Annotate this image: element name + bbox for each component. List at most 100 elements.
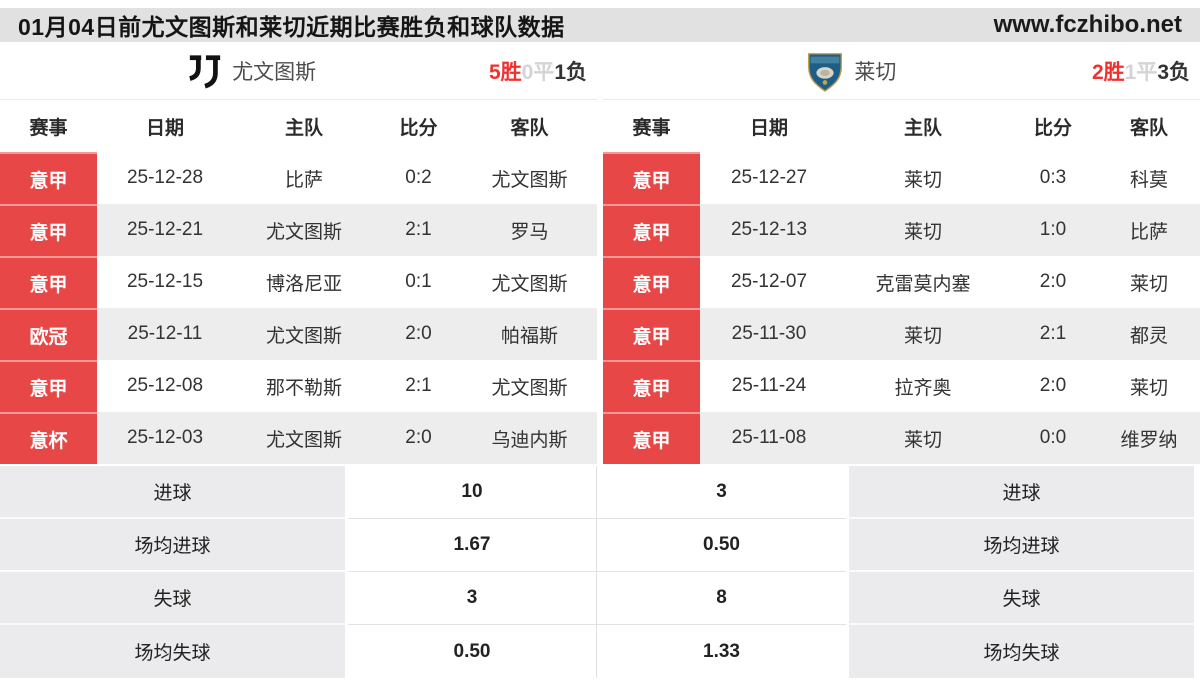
away-team: 莱切 (1129, 273, 1168, 295)
home-team: 莱切 (903, 325, 942, 347)
stat-value-right: 3 (597, 466, 846, 519)
away-team: 尤文图斯 (491, 273, 568, 295)
divider (846, 625, 849, 678)
col-header-score: 比分 (1008, 100, 1098, 152)
divider (345, 519, 348, 572)
home-team: 莱切 (903, 169, 942, 191)
match-score: 2:1 (1039, 323, 1067, 344)
match-score: 2:0 (405, 427, 432, 448)
competition-badge: 意甲 (603, 204, 700, 256)
stat-label-left: 进球 (0, 466, 345, 519)
competition-badge: 意甲 (0, 152, 97, 204)
team-name: 莱切 (854, 60, 897, 84)
away-team: 帕福斯 (500, 325, 558, 347)
stat-value-right: 0.50 (597, 519, 846, 572)
col-header-score: 比分 (375, 100, 462, 152)
col-header-home: 主队 (838, 100, 1008, 152)
stat-label-right: 场均失球 (849, 625, 1194, 678)
match-score: 2:0 (1039, 271, 1067, 292)
record-wins: 5胜 (488, 60, 522, 84)
competition-badge: 意甲 (603, 152, 700, 204)
title-bar: 01月04日前尤文图斯和莱切近期比赛胜负和球队数据 www.fczhibo.ne… (0, 8, 1200, 42)
competition-badge: 意甲 (603, 412, 700, 464)
away-team: 科莫 (1129, 169, 1168, 191)
match-date: 25-12-28 (126, 167, 204, 188)
table-header-row: 赛事 日期 主队 比分 客队 (0, 100, 597, 152)
table-row: 意甲 25-11-24 拉齐奥 2:0 莱切 (603, 360, 1200, 412)
home-team: 尤文图斯 (265, 221, 342, 243)
stat-value-left: 10 (348, 466, 597, 519)
stats-row: 进球 10 3 进球 (0, 466, 1200, 519)
competition-badge: 意甲 (603, 308, 700, 360)
stat-label-right: 场均进球 (849, 519, 1194, 572)
team-cluster: 莱切 (805, 50, 896, 92)
divider (846, 519, 849, 572)
match-score: 2:0 (1039, 375, 1067, 396)
juventus-crest-icon (187, 51, 223, 91)
team-name: 尤文图斯 (232, 60, 317, 84)
competition-badge: 意甲 (0, 204, 97, 256)
stats-row: 场均失球 0.50 1.33 场均失球 (0, 625, 1200, 678)
stat-value-right: 8 (597, 572, 846, 625)
away-team: 尤文图斯 (491, 377, 568, 399)
table-row: 意甲 25-12-08 那不勒斯 2:1 尤文图斯 (0, 360, 597, 412)
table-row: 意甲 25-12-27 莱切 0:3 科莫 (603, 152, 1200, 204)
panels: 尤文图斯 5胜0平1负 赛事 日期 主队 比分 客队 意甲 25-12-28 比… (0, 42, 1200, 464)
team-cluster: 尤文图斯 (187, 51, 316, 91)
divider (345, 466, 348, 519)
team-header-lecce: 莱切 2胜1平3负 (603, 42, 1200, 100)
stat-label-right: 进球 (849, 466, 1194, 519)
match-score: 1:0 (1039, 219, 1067, 240)
away-team: 罗马 (510, 221, 549, 243)
table-row: 意甲 25-11-30 莱切 2:1 都灵 (603, 308, 1200, 360)
col-header-date: 日期 (700, 100, 838, 152)
lecce-crest-icon (805, 50, 845, 92)
stat-value-right: 1.33 (597, 625, 846, 678)
table-row: 意甲 25-12-21 尤文图斯 2:1 罗马 (0, 204, 597, 256)
home-team: 克雷莫内塞 (875, 273, 971, 295)
table-row: 意甲 25-12-15 博洛尼亚 0:1 尤文图斯 (0, 256, 597, 308)
table-row: 意甲 25-12-13 莱切 1:0 比萨 (603, 204, 1200, 256)
stat-value-left: 1.67 (348, 519, 597, 572)
table-header-row: 赛事 日期 主队 比分 客队 (603, 100, 1200, 152)
competition-badge: 欧冠 (0, 308, 97, 360)
match-date: 25-12-07 (730, 271, 808, 292)
away-team: 维罗纳 (1120, 429, 1178, 451)
stat-value-left: 3 (348, 572, 597, 625)
away-team: 乌迪内斯 (491, 429, 568, 451)
stat-label-right: 失球 (849, 572, 1194, 625)
match-date: 25-12-13 (730, 219, 808, 240)
team-record: 2胜1平3负 (1092, 56, 1200, 86)
home-team: 那不勒斯 (265, 377, 342, 399)
site-url[interactable]: www.fczhibo.net (993, 11, 1182, 38)
stat-label-left: 失球 (0, 572, 345, 625)
panel-juventus: 尤文图斯 5胜0平1负 赛事 日期 主队 比分 客队 意甲 25-12-28 比… (0, 42, 597, 464)
competition-badge: 意甲 (603, 256, 700, 308)
home-team: 莱切 (903, 429, 942, 451)
col-header-competition: 赛事 (0, 100, 97, 152)
table-row: 意甲 25-12-28 比萨 0:2 尤文图斯 (0, 152, 597, 204)
match-score: 2:0 (405, 323, 432, 344)
col-header-home: 主队 (233, 100, 375, 152)
match-score: 0:0 (1039, 427, 1067, 448)
stat-value-left: 0.50 (348, 625, 597, 678)
stat-label-left: 场均进球 (0, 519, 345, 572)
col-header-away: 客队 (1098, 100, 1200, 152)
home-team: 尤文图斯 (265, 325, 342, 347)
table-row: 意甲 25-11-08 莱切 0:0 维罗纳 (603, 412, 1200, 464)
match-score: 2:1 (405, 375, 432, 396)
col-header-date: 日期 (97, 100, 233, 152)
away-team: 都灵 (1129, 325, 1168, 347)
competition-badge: 意杯 (0, 412, 97, 464)
competition-badge: 意甲 (0, 256, 97, 308)
match-date: 25-12-03 (126, 427, 204, 448)
away-team: 尤文图斯 (491, 169, 568, 191)
match-date: 25-12-08 (126, 375, 204, 396)
stats-row: 失球 3 8 失球 (0, 572, 1200, 625)
match-score: 0:1 (405, 271, 432, 292)
match-score: 0:2 (405, 167, 432, 188)
table-row: 欧冠 25-12-11 尤文图斯 2:0 帕福斯 (0, 308, 597, 360)
divider (345, 572, 348, 625)
page-title: 01月04日前尤文图斯和莱切近期比赛胜负和球队数据 (18, 14, 565, 40)
record-draws: 0平 (521, 60, 555, 84)
